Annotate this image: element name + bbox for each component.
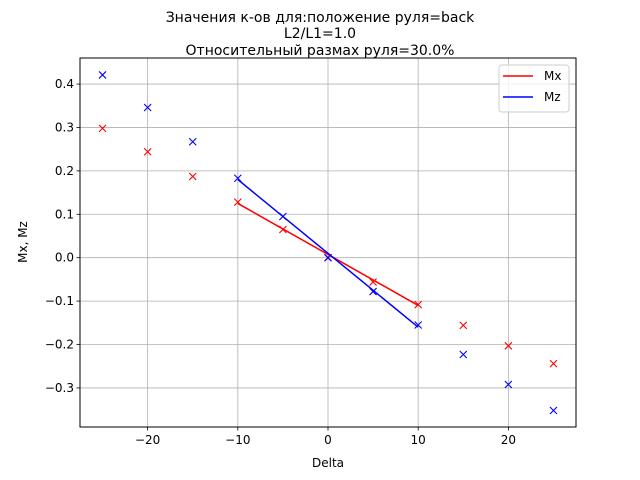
data-point-mz bbox=[98, 71, 107, 79]
x-axis-label: Delta bbox=[312, 456, 344, 470]
data-point-mx bbox=[459, 321, 468, 330]
legend-label-mx: Mx bbox=[544, 69, 561, 83]
data-point-mx bbox=[504, 341, 513, 350]
y-tick-label: 0.1 bbox=[55, 207, 74, 221]
x-tick-label: 20 bbox=[501, 433, 516, 447]
x-axis-ticks: −20 −10 0 10 20 bbox=[135, 427, 516, 447]
data-point-mx bbox=[414, 300, 423, 309]
y-tick-label: 0.3 bbox=[55, 120, 74, 134]
data-point-mz bbox=[143, 103, 152, 112]
y-tick-label: −0.2 bbox=[45, 338, 74, 352]
data-point-mz bbox=[549, 406, 558, 415]
y-tick-label: 0.0 bbox=[55, 251, 74, 265]
data-point-mz bbox=[188, 137, 197, 146]
series-line-mx bbox=[237, 202, 419, 307]
y-axis-label: Mx, Mz bbox=[16, 221, 30, 263]
data-point-mz bbox=[324, 253, 332, 262]
data-point-mx bbox=[549, 359, 558, 368]
y-tick-label: −0.3 bbox=[45, 381, 74, 395]
grid bbox=[80, 58, 576, 427]
x-tick-label: 0 bbox=[324, 433, 332, 447]
data-point-mz bbox=[414, 321, 423, 329]
legend-label-mz: Mz bbox=[544, 90, 561, 104]
series-markers bbox=[98, 71, 558, 415]
x-tick-label: 10 bbox=[411, 433, 426, 447]
data-point-mz bbox=[233, 174, 242, 183]
data-point-mz bbox=[279, 212, 287, 221]
data-point-mz bbox=[504, 380, 513, 389]
data-point-mx bbox=[279, 225, 287, 234]
chart-title-line-3: Относительный размах руля=30.0% bbox=[186, 43, 455, 59]
y-tick-label: 0.4 bbox=[55, 77, 74, 91]
data-point-mx bbox=[369, 278, 377, 286]
data-point-mx bbox=[188, 172, 197, 181]
data-point-mx bbox=[233, 198, 242, 207]
x-tick-label: −20 bbox=[135, 433, 160, 447]
legend: Mx Mz bbox=[498, 64, 570, 113]
chart-title: Значения к-ов для:положение руля=back L2… bbox=[166, 10, 475, 59]
data-point-mx bbox=[143, 147, 152, 156]
series-line-mz bbox=[237, 178, 419, 328]
data-point-mx bbox=[98, 124, 107, 133]
y-tick-label: 0.2 bbox=[55, 164, 74, 178]
y-axis-ticks: −0.3 −0.2 −0.1 0.0 0.1 0.2 0.3 0.4 bbox=[45, 77, 80, 395]
chart-title-line-2: L2/L1=1.0 bbox=[284, 26, 356, 42]
series-lines bbox=[237, 178, 419, 328]
x-tick-label: −10 bbox=[225, 433, 250, 447]
y-tick-label: −0.1 bbox=[45, 294, 74, 308]
data-point-mz bbox=[459, 350, 468, 359]
data-point-mz bbox=[369, 287, 377, 296]
chart-title-line-1: Значения к-ов для:положение руля=back bbox=[166, 10, 475, 26]
